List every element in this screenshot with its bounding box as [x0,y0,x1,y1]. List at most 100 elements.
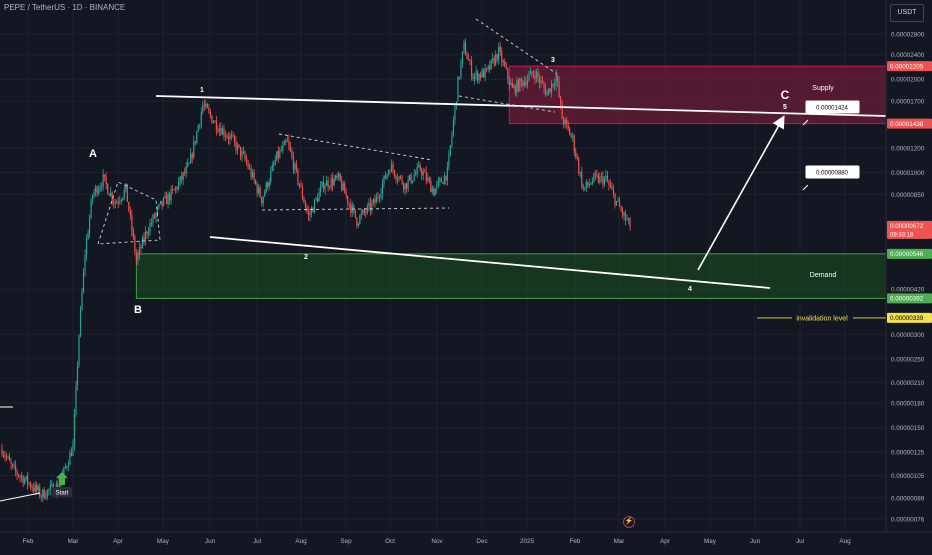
price-tick-label: 0.00002000 [891,77,925,84]
candle-body [466,55,468,59]
candle-body [203,104,205,106]
candle-body [233,135,236,142]
candle-body [585,181,587,188]
candle-body [250,167,252,178]
candle-body [489,65,491,70]
demand-zone [135,253,887,299]
candle-body [480,74,482,78]
candle-body [292,156,294,170]
price-badge [887,220,932,239]
candle-body [563,118,565,125]
candle-body [111,192,113,202]
candle-body [270,170,272,182]
candle-body [307,211,310,216]
candle-body [300,185,302,187]
candle-body [93,191,95,195]
candle-body [345,193,347,196]
candle-body [560,96,562,104]
candle-body [45,497,47,499]
candle-body [36,484,38,491]
candle-body [150,222,153,224]
candle-body [211,115,213,123]
candle-body [165,195,168,205]
candle-body [253,172,255,180]
candle-body [492,58,494,60]
candle-body [2,455,5,456]
candle-body [386,174,388,179]
candle-body [579,172,581,174]
time-tick-label: Aug [295,538,307,545]
price-badge-label: 0.00001438 [890,121,924,128]
candle-body [191,153,193,158]
candle-body [156,207,159,213]
candle-body [324,185,326,190]
candle-body [184,172,186,174]
candle-body [173,189,175,191]
candle-body [230,135,233,137]
candle-body [371,202,373,211]
candle-body [129,210,131,215]
lightning-icon[interactable]: ⚡ [623,516,635,528]
candle-body [532,74,535,76]
candle-body [569,128,571,136]
candle-body [516,80,518,94]
time-tick-label: Mar [68,538,79,545]
candle-body [519,78,521,91]
time-tick-label: Oct [385,538,395,545]
candle-body [490,59,492,70]
candle-body [460,62,462,78]
candle-body [422,171,424,176]
candle-body [359,215,361,224]
candle-body [99,186,101,190]
candle-body [24,479,26,484]
candle-body [39,486,41,497]
candle-body [507,68,509,79]
candle-body [64,467,67,468]
candle-body [475,71,477,76]
candle-body [137,254,139,261]
candle-body [389,171,391,172]
candle-body [69,452,71,466]
candle-body [5,456,8,458]
candle-body [627,218,630,220]
candle-body [126,183,128,203]
candle-body [57,483,59,489]
candle-body [599,176,601,183]
candle-body [144,231,147,241]
candle-body [172,189,174,190]
candle-body [504,61,506,67]
candle-body [185,166,187,174]
candle-body [42,489,44,497]
candle-body [368,202,370,206]
wave-label-c: C [781,88,790,102]
candle-body [353,205,355,210]
time-tick-label: May [704,538,717,545]
candle-body [48,489,50,491]
candle-body [122,197,124,200]
candle-body [34,484,36,491]
candle-body [223,128,225,136]
candle-body [463,42,465,52]
candle-body [596,174,598,176]
currency-selector-button[interactable]: USDT [890,4,924,22]
candle-body [43,489,45,499]
candle-body [280,150,282,152]
candle-body [378,197,381,199]
candle-body [249,167,251,169]
candle-body [550,83,553,93]
candles-group [1,38,631,502]
candle-body [446,166,448,181]
target-box-1 [805,100,860,114]
candle-body [49,485,51,490]
candle-body [22,476,24,484]
candle-body [202,104,204,113]
candle-body [108,193,110,196]
candle-body [608,181,610,185]
candle-body [486,68,488,69]
candle-body [301,186,304,198]
candle-body [1,448,3,456]
demand-label: Demand [810,272,837,279]
price-tick-label: 0.00000420 [891,287,925,294]
